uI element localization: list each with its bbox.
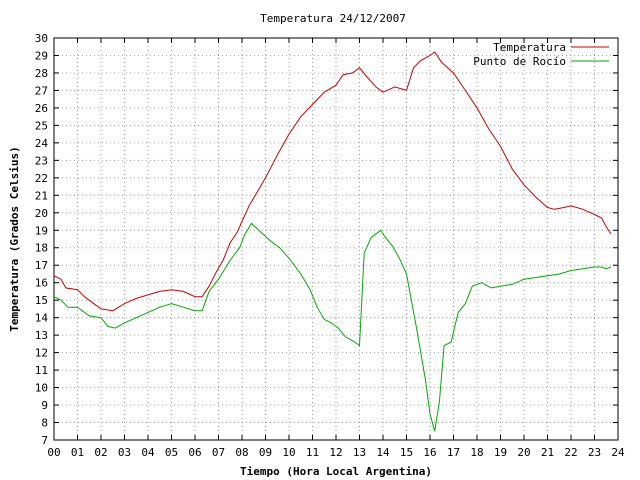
x-tick-label: 00 — [47, 446, 60, 459]
x-tick-label: 07 — [212, 446, 225, 459]
y-tick-label: 26 — [35, 102, 48, 115]
x-tick-label: 20 — [517, 446, 530, 459]
x-tick-label: 23 — [588, 446, 601, 459]
legend-label: Temperatura — [493, 41, 566, 54]
x-tick-label: 06 — [188, 446, 201, 459]
x-tick-label: 05 — [165, 446, 178, 459]
x-tick-label: 04 — [141, 446, 155, 459]
y-tick-label: 7 — [41, 434, 48, 447]
y-tick-label: 11 — [35, 364, 48, 377]
y-tick-label: 9 — [41, 399, 48, 412]
y-tick-label: 23 — [35, 154, 48, 167]
x-axis-label: Tiempo (Hora Local Argentina) — [240, 465, 432, 478]
x-tick-label: 12 — [329, 446, 342, 459]
x-tick-label: 22 — [564, 446, 577, 459]
x-tick-label: 15 — [400, 446, 413, 459]
y-tick-label: 28 — [35, 67, 48, 80]
series-line-punto-de-roc-o — [53, 222, 612, 432]
y-tick-label: 19 — [35, 224, 48, 237]
x-axis: 00 01 02 03 04 05 06 07 08 09 10 11 12 13 14 15 16 17 18 19… — [47, 38, 625, 459]
x-tick-label: 21 — [541, 446, 554, 459]
y-tick-label: 27 — [35, 84, 48, 97]
y-tick-label: 21 — [35, 189, 48, 202]
x-tick-label: 19 — [494, 446, 507, 459]
y-tick-label: 14 — [35, 312, 49, 325]
y-tick-label: 10 — [35, 382, 48, 395]
y-tick-label: 17 — [35, 259, 48, 272]
x-tick-label: 16 — [423, 446, 436, 459]
x-tick-label: 24 — [611, 446, 625, 459]
y-tick-label: 15 — [35, 294, 48, 307]
legend-label: Punto de Rocío — [473, 55, 566, 68]
y-tick-label: 12 — [35, 347, 48, 360]
x-tick-label: 02 — [94, 446, 107, 459]
y-tick-label: 18 — [35, 242, 48, 255]
series-line-temperatura — [53, 51, 612, 312]
x-tick-label: 17 — [447, 446, 460, 459]
x-tick-label: 11 — [306, 446, 319, 459]
y-tick-label: 30 — [35, 32, 48, 45]
y-tick-label: 22 — [35, 172, 48, 185]
y-tick-label: 24 — [35, 137, 49, 150]
y-tick-label: 29 — [35, 49, 48, 62]
x-tick-label: 18 — [470, 446, 483, 459]
x-tick-label: 10 — [282, 446, 295, 459]
x-tick-label: 08 — [235, 446, 248, 459]
y-axis-label: Temperatura (Grados Celsius) — [8, 146, 21, 331]
x-tick-label: 03 — [118, 446, 131, 459]
x-tick-label: 09 — [259, 446, 272, 459]
x-tick-label: 14 — [376, 446, 390, 459]
series-layer — [53, 51, 612, 432]
y-tick-label: 25 — [35, 119, 48, 132]
chart-title: Temperatura 24/12/2007 — [260, 12, 406, 25]
y-axis: 7 8 9 10 11 12 13 14 15 16 17 18 19 20 21 22 23 24 25 26 27 2… — [35, 32, 618, 447]
y-tick-label: 16 — [35, 277, 48, 290]
x-tick-label: 01 — [71, 446, 84, 459]
x-tick-label: 13 — [353, 446, 366, 459]
y-tick-label: 13 — [35, 329, 48, 342]
y-tick-label: 8 — [41, 417, 48, 430]
grid — [54, 38, 618, 440]
y-tick-label: 20 — [35, 207, 48, 220]
